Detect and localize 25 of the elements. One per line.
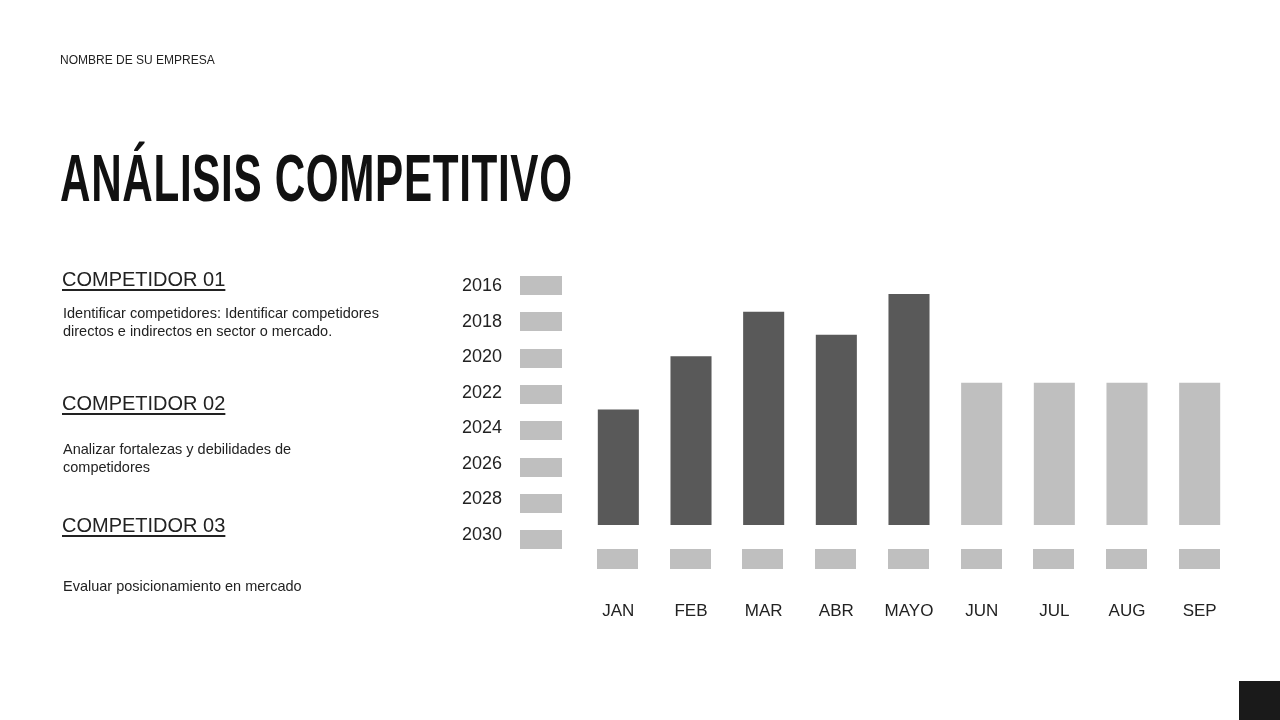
text: COMPETIDOR 02 [62,392,226,415]
text: Analizar fortalezas y debilidades de competidores [63,440,293,476]
y-tick-label: 2016 [461,275,502,295]
text: Evaluar posicionamiento en mercado [63,577,303,595]
y-tick-label: 2018 [461,310,502,331]
x-tick-label: AUG [1108,601,1146,620]
y-tick-label: 2028 [461,488,502,509]
x-tick-label: ABR [818,601,854,620]
text: NOMBRE DE SU EMPRESA [60,53,215,67]
text: Identificar competidores: Identificar competidores directos e indirectos en sector o mercado. [63,304,380,340]
y-tick-label: 2020 [461,346,502,367]
y-tick-label: 2030 [461,524,502,544]
text: COMPETIDOR 01 [62,268,226,291]
x-tick-label: MAR [744,601,783,620]
x-tick-label: JAN [602,601,635,620]
x-tick-label: SEP [1182,601,1217,620]
x-tick-label: JUL [1039,601,1070,620]
x-tick-label: MAYO [884,601,934,620]
chart-title: ANÁLISIS COMPETITIVO [60,140,573,216]
y-tick-label: 2024 [461,417,502,438]
x-tick-label: JUN [965,601,999,620]
y-tick-label: 2022 [461,381,502,402]
y-tick-label: 2026 [461,452,502,473]
x-tick-label: FEB [674,601,708,620]
text: COMPETIDOR 03 [62,514,226,537]
